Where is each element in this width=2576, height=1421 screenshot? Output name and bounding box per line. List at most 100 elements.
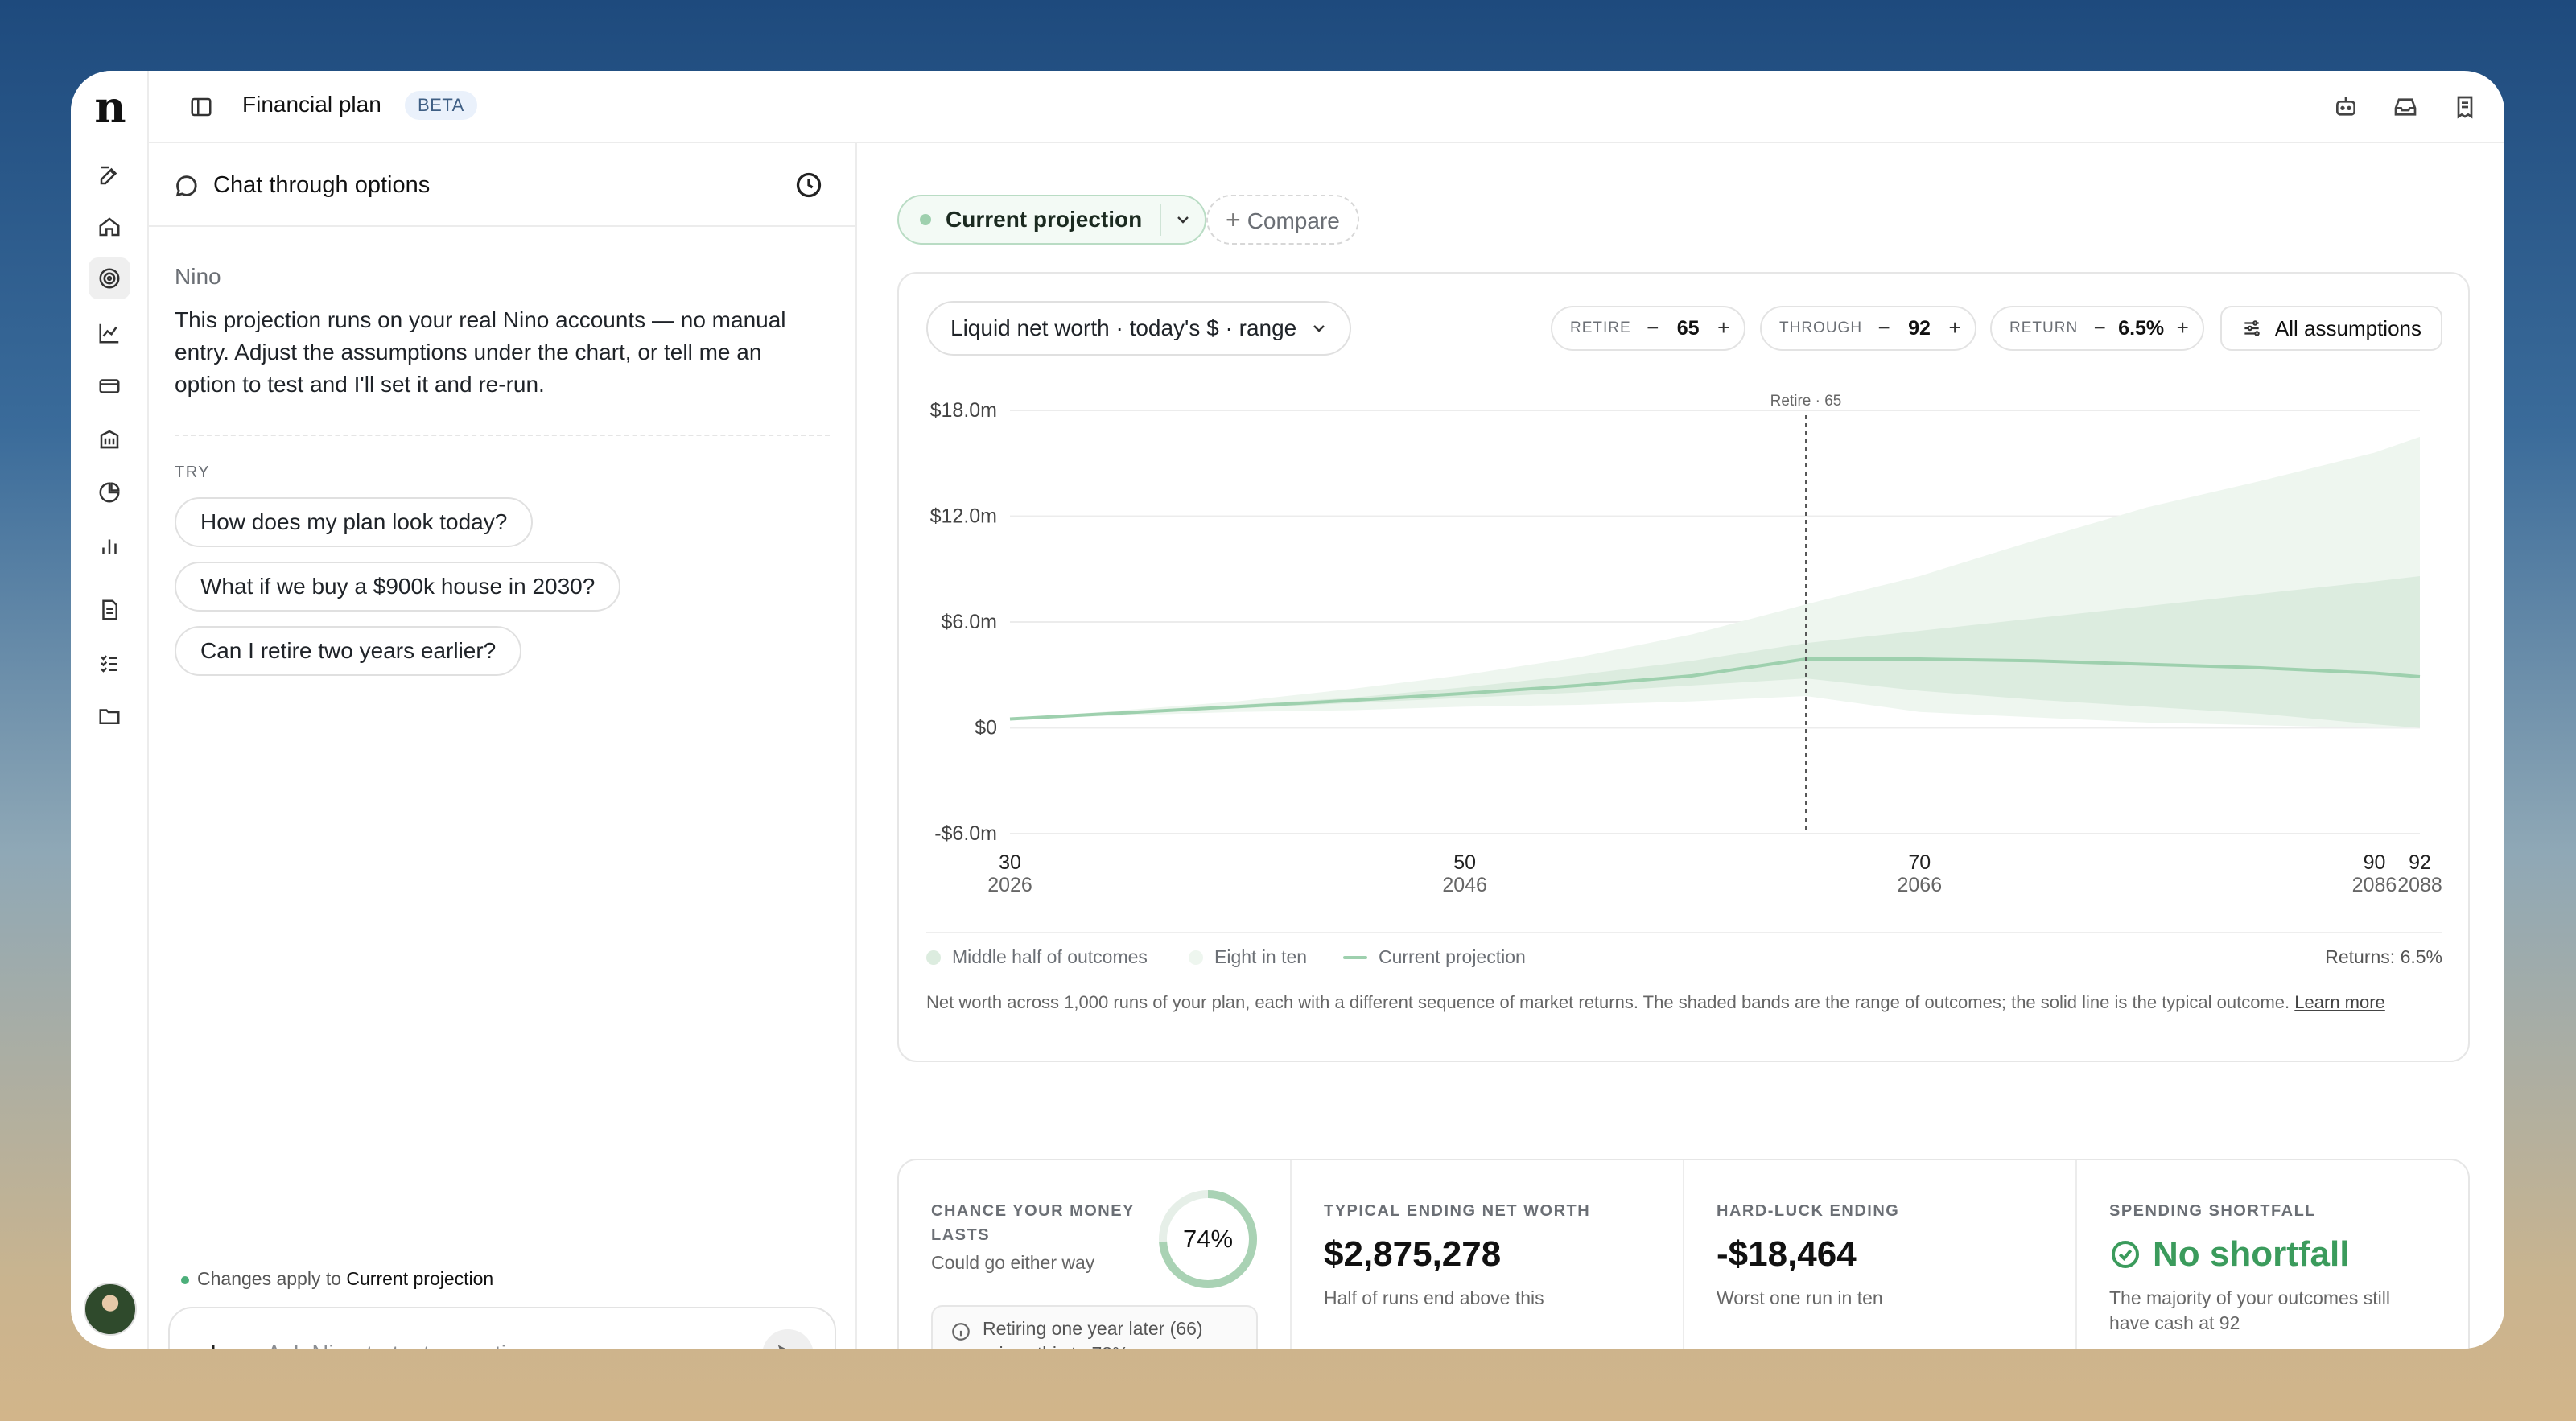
- scenario-selector[interactable]: Current projection: [897, 195, 1207, 245]
- shortfall-value: No shortfall: [2153, 1234, 2350, 1274]
- target-icon[interactable]: [89, 257, 130, 299]
- x-tick-age: 92: [2409, 851, 2431, 874]
- sidebar-toggle-icon[interactable]: [186, 92, 216, 122]
- compare-button[interactable]: + Compare: [1206, 195, 1359, 245]
- history-clock-icon[interactable]: [794, 171, 823, 200]
- page-title: Financial plan: [242, 92, 381, 117]
- pie-chart-icon[interactable]: [89, 472, 130, 513]
- return-value: 6.5%: [2118, 316, 2165, 340]
- all-assumptions-button[interactable]: All assumptions: [2219, 306, 2442, 351]
- chat-header: Chat through options: [149, 143, 855, 227]
- chance-tip: Retiring one year later (66) raises this…: [931, 1305, 1258, 1349]
- series-line-current-projection: [1009, 657, 2421, 721]
- stat-sub: Worst one run in ten: [1717, 1287, 1883, 1308]
- chance-ring: 74%: [1156, 1188, 1259, 1291]
- legend-divider: [926, 932, 2442, 961]
- x-tick-year: 2088: [2397, 874, 2442, 896]
- ring-fill: [1159, 1190, 1257, 1288]
- app-logo[interactable]: n: [94, 81, 126, 133]
- applies-target: Current projection: [346, 1268, 494, 1289]
- info-icon: [952, 1323, 970, 1341]
- stat-shortfall: SPENDING SHORTFALL No shortfall The majo…: [2077, 1160, 2470, 1349]
- chevron-down-icon: [1313, 325, 1325, 332]
- stat-value: No shortfall: [2109, 1234, 2438, 1275]
- y-tick-label: -$6.0m: [934, 822, 997, 845]
- divider: [175, 435, 830, 436]
- chevron-down-icon[interactable]: [1160, 204, 1205, 236]
- increment-button[interactable]: +: [2176, 315, 2189, 340]
- decrement-button[interactable]: −: [1877, 315, 1890, 340]
- credit-card-icon[interactable]: [89, 365, 130, 407]
- scenario-name: Current projection: [946, 207, 1143, 232]
- retire-value: 65: [1676, 316, 1700, 340]
- metric-label: Liquid net worth · today's $ · range: [950, 315, 1297, 340]
- stat-value: $2,875,278: [1324, 1234, 1502, 1274]
- through-stepper: THROUGH − 92 +: [1760, 306, 1977, 351]
- suggestion-chip[interactable]: How does my plan look today?: [175, 497, 534, 547]
- band-middle-half: [1010, 576, 2420, 728]
- receipt-icon[interactable]: [2448, 90, 2482, 124]
- avatar[interactable]: [84, 1283, 137, 1336]
- decrement-button[interactable]: −: [1647, 315, 1659, 340]
- learn-more-link[interactable]: Learn more: [2294, 992, 2385, 1012]
- returns-readout: Returns: 6.5%: [2325, 946, 2442, 967]
- assistant-bot-icon[interactable]: [2329, 90, 2363, 124]
- y-tick-label: $0: [975, 717, 997, 739]
- chat-input[interactable]: [266, 1337, 717, 1349]
- legend-middle-half: Middle half of outcomes: [926, 946, 1148, 968]
- top-bar: Financial plan BETA: [149, 71, 2504, 143]
- increment-button[interactable]: +: [1948, 315, 1961, 340]
- x-tick-year: 2086: [2352, 874, 2397, 896]
- bar-chart-icon[interactable]: [89, 525, 130, 566]
- compose-icon[interactable]: [89, 154, 130, 196]
- scenario-dot: [920, 214, 931, 225]
- chat-input-box: +: [168, 1307, 836, 1349]
- stat-typical: TYPICAL ENDING NET WORTH $2,875,278 Half…: [1292, 1160, 1684, 1349]
- legend-line: [1343, 955, 1367, 959]
- stat-sub: The majority of your outcomes still have…: [2109, 1287, 2390, 1333]
- y-tick-label: $12.0m: [930, 505, 997, 528]
- folder-icon[interactable]: [89, 695, 130, 737]
- attach-plus-icon[interactable]: +: [197, 1337, 229, 1349]
- legend-swatch: [926, 949, 941, 965]
- x-tick-year: 2066: [1898, 874, 1943, 896]
- try-label: TRY: [175, 463, 211, 481]
- plus-icon: +: [1226, 205, 1241, 234]
- stat-hardluck: HARD-LUCK ENDING -$18,464 Worst one run …: [1684, 1160, 2077, 1349]
- all-assumptions-label: All assumptions: [2274, 316, 2421, 340]
- increment-button[interactable]: +: [1717, 315, 1730, 340]
- sliders-icon: [2244, 320, 2260, 336]
- home-icon[interactable]: [89, 206, 130, 248]
- trend-chart-icon[interactable]: [89, 312, 130, 354]
- y-tick-label: $18.0m: [930, 399, 997, 422]
- assistant-message: This projection runs on your real Nino a…: [175, 307, 786, 397]
- checklist-icon[interactable]: [89, 642, 130, 684]
- stat-sub: Could go either way: [931, 1252, 1095, 1273]
- legend-eight-in-ten: Eight in ten: [1189, 946, 1307, 968]
- suggestion-chip[interactable]: What if we buy a $900k house in 2030?: [175, 562, 621, 612]
- stat-value: -$18,464: [1717, 1234, 1857, 1274]
- chat-pane: Chat through options Nino This projectio…: [149, 143, 857, 1349]
- check-circle-icon: [2112, 1241, 2139, 1268]
- chart-footnote: Net worth across 1,000 runs of your plan…: [926, 990, 2439, 1015]
- legend-swatch: [1189, 949, 1203, 965]
- suggestion-chip[interactable]: Can I retire two years earlier?: [175, 626, 522, 676]
- stat-label: SPENDING SHORTFALL: [2109, 1202, 2317, 1220]
- legend-current-projection: Current projection: [1343, 946, 1526, 968]
- stat-label: HARD-LUCK ENDING: [1717, 1202, 1900, 1220]
- stat-label: TYPICAL ENDING NET WORTH: [1324, 1202, 1591, 1220]
- document-icon[interactable]: [89, 589, 130, 631]
- applies-to-note: Changes apply to Current projection: [181, 1268, 493, 1290]
- message-sender: Nino: [175, 264, 221, 289]
- metric-dropdown[interactable]: Liquid net worth · today's $ · range: [926, 301, 1352, 356]
- x-tick-year: 2026: [987, 874, 1032, 896]
- send-button[interactable]: [762, 1329, 814, 1349]
- legend-label: Current projection: [1379, 946, 1526, 967]
- retire-label: RETIRE: [1570, 319, 1631, 336]
- chat-header-title: Chat through options: [213, 172, 431, 198]
- decrement-button[interactable]: −: [2093, 315, 2106, 340]
- inbox-icon[interactable]: [2388, 90, 2422, 124]
- building-icon[interactable]: [89, 418, 130, 460]
- x-tick-age: 50: [1453, 851, 1476, 874]
- chance-value: 74%: [1182, 1225, 1234, 1253]
